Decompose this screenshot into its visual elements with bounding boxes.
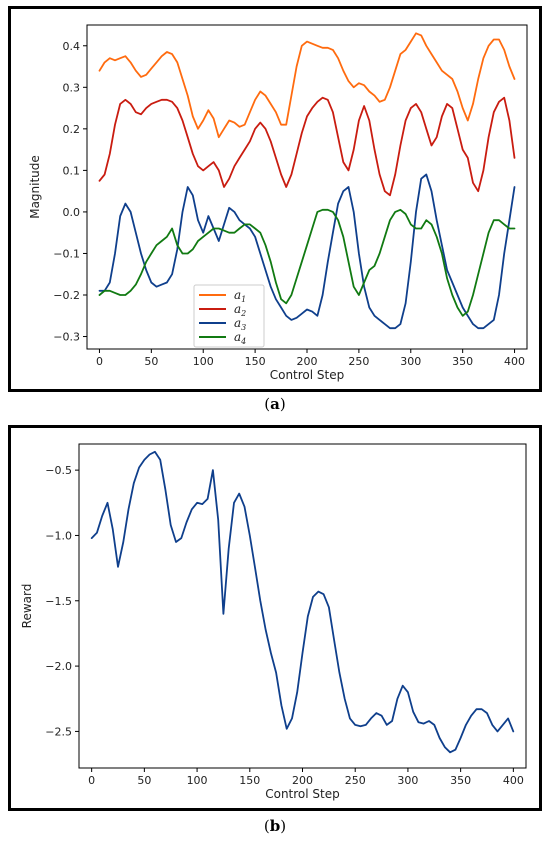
series-line-series-1 <box>90 450 515 754</box>
legend-box <box>193 284 265 348</box>
x-tick-label: 250 <box>345 774 366 787</box>
x-tick-label: 200 <box>297 355 318 368</box>
y-axis-label: Magnitude <box>28 155 42 219</box>
y-tick-label: 0.4 <box>63 40 81 53</box>
legend-label-a4: a4 <box>234 330 246 346</box>
x-tick-label: 400 <box>504 355 525 368</box>
chart-panel-b: 0 50 100 150 200 250 300 350 400 −2.5 −2.0 −1.5 −1.0… <box>8 425 542 811</box>
y-tick-label: −0.5 <box>45 464 72 477</box>
y-tick-label: −1.0 <box>45 529 72 542</box>
reward-chart: 0 50 100 150 200 250 300 350 400 −2.5 −2.0 −1.5 −1.0… <box>20 443 527 801</box>
legend-label-a2: a2 <box>234 302 246 318</box>
y-tick-label: −2.0 <box>45 660 72 673</box>
y-axis-label: Reward <box>20 584 34 629</box>
x-axis-label: Control Step <box>270 368 345 382</box>
chart-panel-a: 0 50 100 150 200 250 300 350 400 −0.3 −0.2 −0.1 0.0 0… <box>8 6 542 392</box>
x-tick-label: 50 <box>144 355 158 368</box>
x-tick-label: 250 <box>348 355 369 368</box>
x-tick-label: 100 <box>187 774 208 787</box>
y-tick-label: −1.5 <box>45 595 72 608</box>
x-tick-label: 150 <box>245 355 266 368</box>
x-tick-label: 50 <box>137 774 151 787</box>
y-tick-label: −0.2 <box>53 289 80 302</box>
y-tick-label: 0.1 <box>63 164 81 177</box>
y-tick-label: 0.3 <box>63 81 81 94</box>
x-tick-label: 150 <box>239 774 260 787</box>
x-tick-label: 300 <box>397 774 418 787</box>
series-line-a2 <box>98 96 516 197</box>
caption-a: (a) <box>264 395 286 413</box>
x-tick-label: 350 <box>452 355 473 368</box>
plot-frame <box>78 443 527 769</box>
magnitude-chart: 0 50 100 150 200 250 300 350 400 −0.3 −0.2 −0.1 0.0 0… <box>28 24 528 382</box>
plot-frame <box>86 24 528 350</box>
x-tick-label: 0 <box>88 774 95 787</box>
x-tick-label: 350 <box>450 774 471 787</box>
y-tick-label: 0.2 <box>63 123 81 136</box>
y-tick-label: −0.3 <box>53 331 80 344</box>
y-tick-label: −0.1 <box>53 247 80 260</box>
legend-label-a1: a1 <box>234 288 246 304</box>
x-tick-label: 100 <box>193 355 214 368</box>
series-line-a3 <box>98 173 516 330</box>
series-line-a1 <box>98 32 516 139</box>
y-tick-label: −2.5 <box>45 725 72 738</box>
x-tick-label: 300 <box>400 355 421 368</box>
x-tick-label: 400 <box>503 774 524 787</box>
series-line-a4 <box>98 208 516 317</box>
legend-label-a3: a3 <box>234 316 246 332</box>
x-tick-label: 0 <box>96 355 103 368</box>
x-axis-label: Control Step <box>265 787 340 801</box>
x-tick-label: 200 <box>292 774 313 787</box>
y-tick-label: 0.0 <box>63 206 81 219</box>
caption-b: (b) <box>263 817 287 835</box>
